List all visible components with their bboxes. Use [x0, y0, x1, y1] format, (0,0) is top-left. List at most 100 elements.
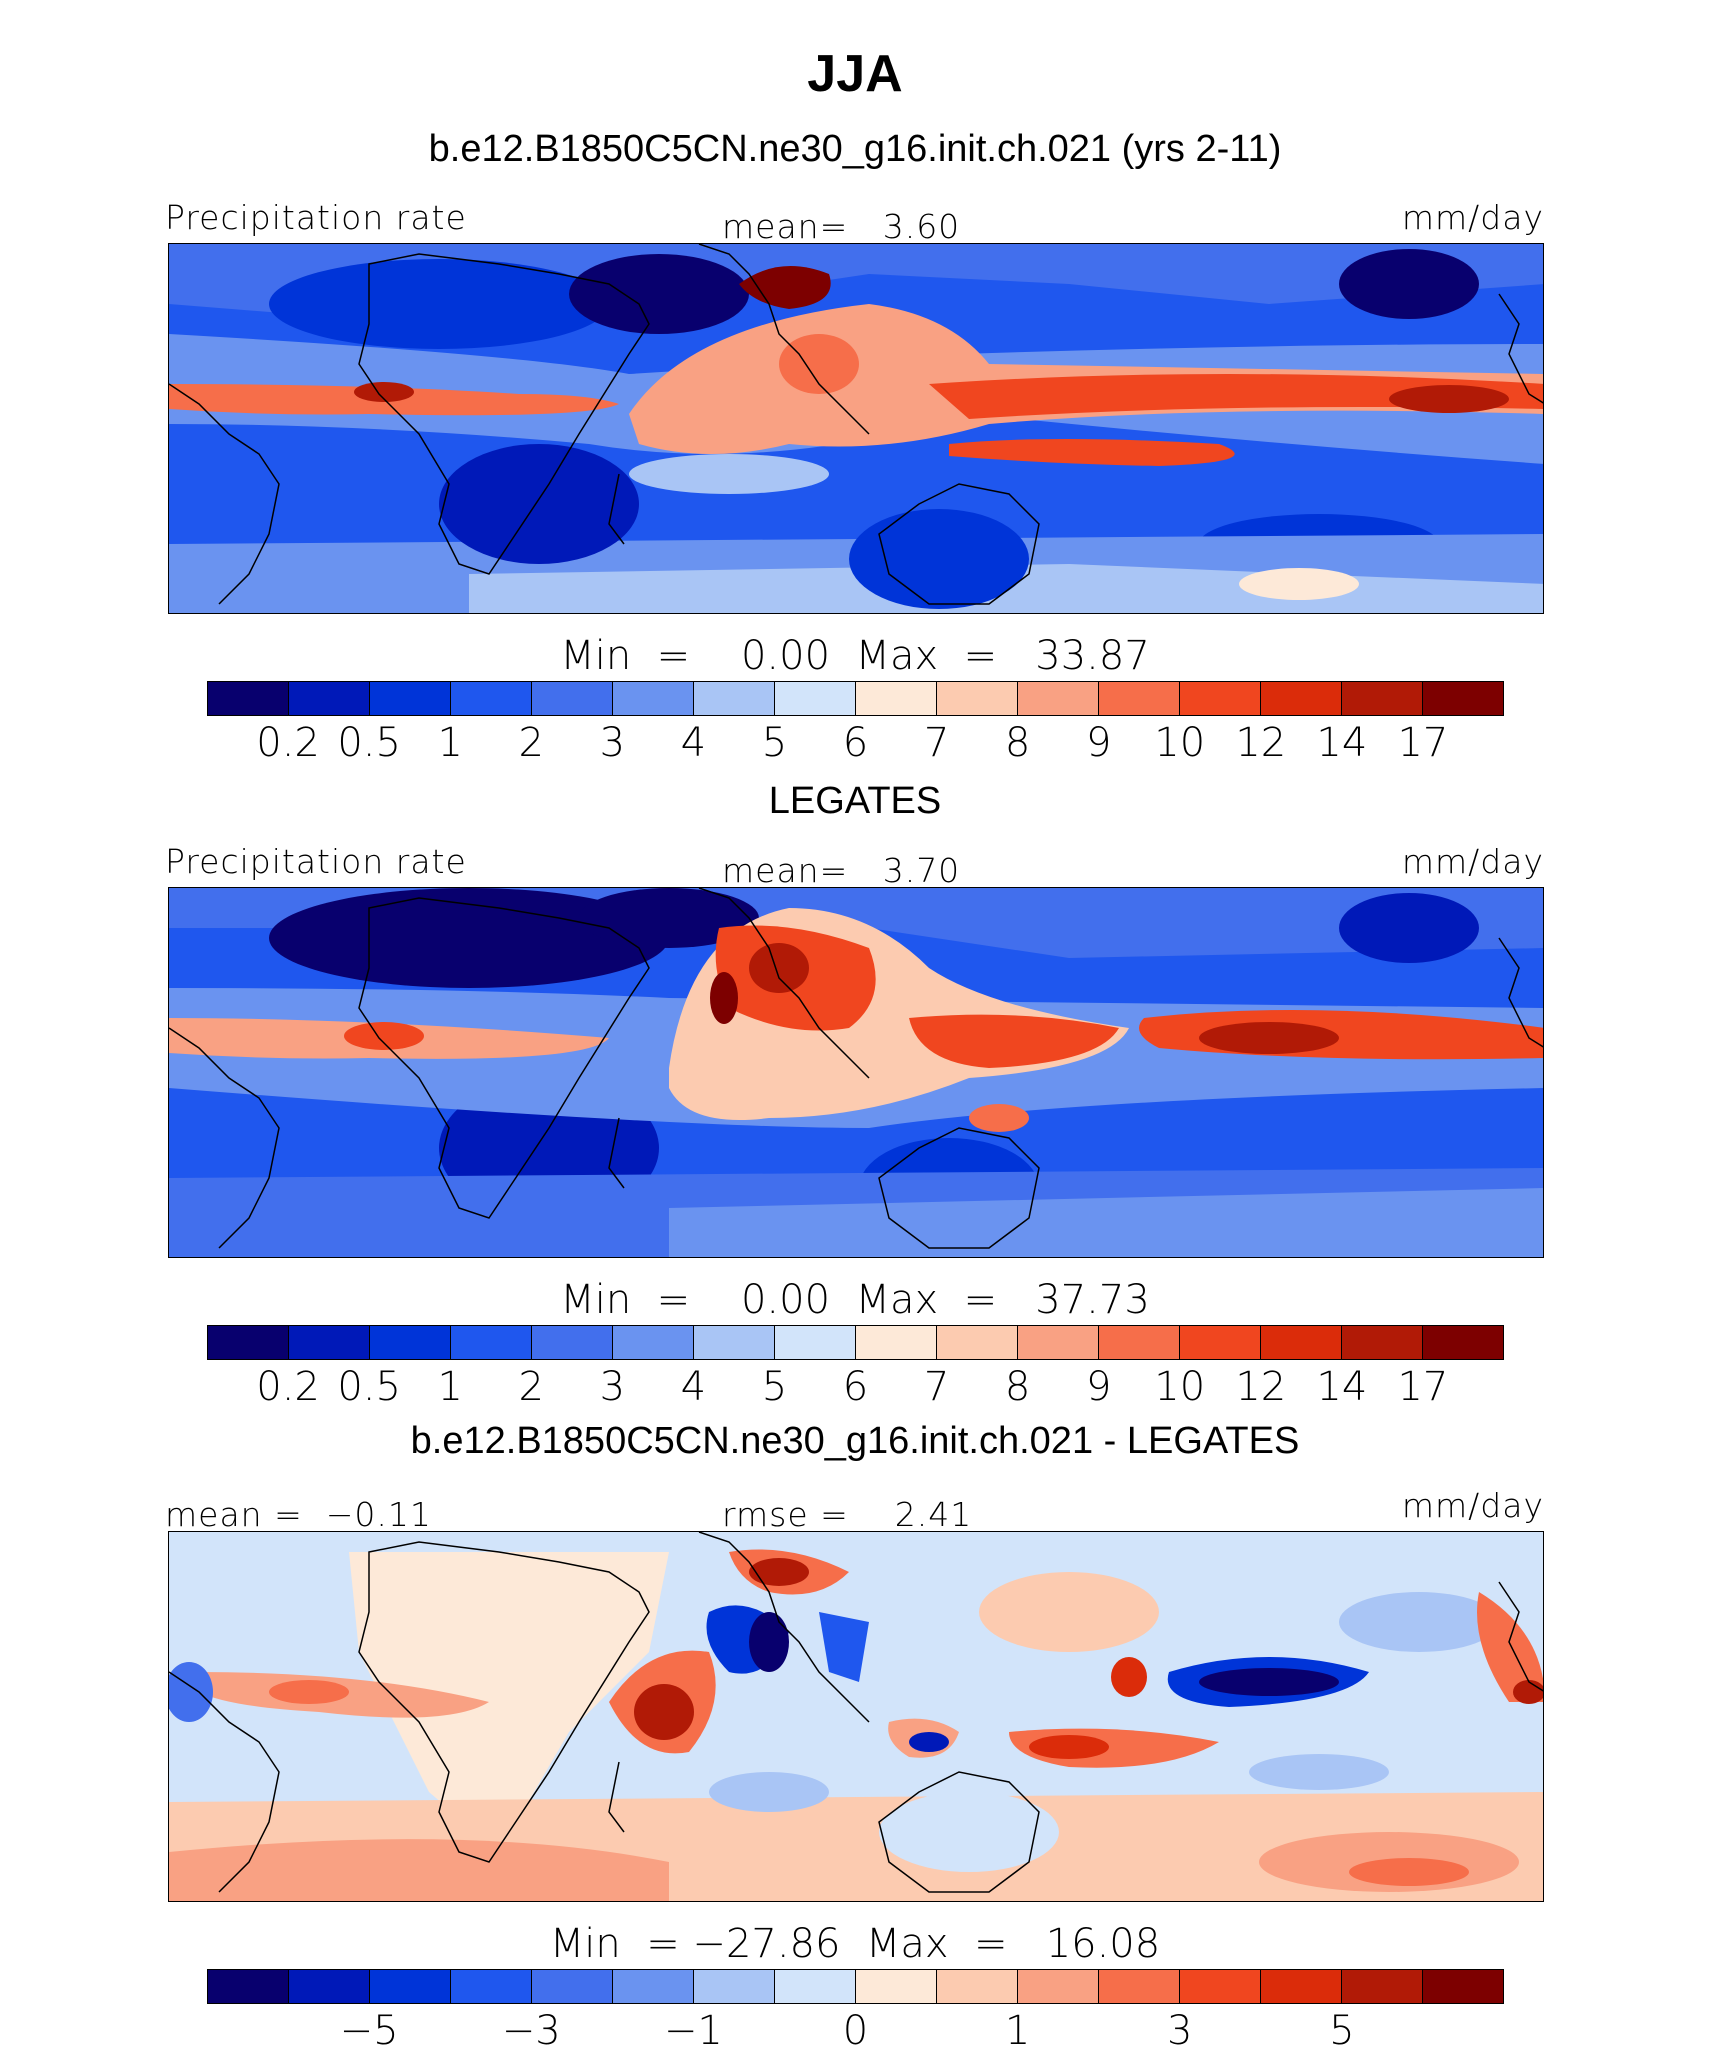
panel-2-max-value: 37.73 [1035, 1277, 1150, 1323]
panel-3-units-label: mm/day [1401, 1486, 1544, 1525]
colorbar-box [613, 1326, 694, 1359]
colorbar-box [1099, 682, 1180, 715]
colorbar-box [775, 682, 856, 715]
colorbar-box [775, 1970, 856, 2003]
colorbar-tick-label: 0.2 [256, 720, 320, 766]
colorbar-box [532, 1326, 613, 1359]
panel-3-mean-label: mean = −0.11 [165, 1495, 432, 1534]
colorbar-box [451, 1970, 532, 2003]
colorbar-box [1342, 1970, 1423, 2003]
colorbar-tick-label: 2 [518, 1364, 544, 1410]
colorbar-box [1099, 1970, 1180, 2003]
colorbar-tick-label: 9 [1085, 1364, 1112, 1410]
panel-2-minmax: Min = 0.00 Max = 37.73 [0, 1277, 1710, 1323]
colorbar-tick-label: 10 [1154, 1364, 1206, 1410]
colorbar-box [1423, 1326, 1503, 1359]
colorbar-box [1342, 682, 1423, 715]
panel-3-max-label: Max = [865, 1921, 1008, 1967]
panel-1-max-value: 33.87 [1035, 633, 1150, 679]
colorbar-box [937, 1326, 1018, 1359]
colorbar-tick-label: 5 [761, 1364, 788, 1410]
colorbar-box [1261, 1970, 1342, 2003]
colorbar-tick-label: 0 [842, 2008, 869, 2054]
colorbar-tick-label: 3 [599, 1364, 626, 1410]
colorbar-box [370, 1970, 451, 2003]
colorbar-tick-label: 10 [1154, 720, 1206, 766]
panel-1-units-label: mm/day [1401, 198, 1544, 237]
colorbar-tick-label: 12 [1235, 720, 1287, 766]
panel-2-mean-label: mean= 3.70 [722, 851, 961, 890]
colorbar-tick-label: −5 [339, 2008, 399, 2054]
colorbar-box [1018, 682, 1099, 715]
colorbar-box [856, 1970, 937, 2003]
colorbar-tick-label: 3 [599, 720, 626, 766]
colorbar-tick-label: 4 [680, 1364, 707, 1410]
colorbar-tick-label: 6 [842, 720, 869, 766]
panel-3-min-value: −27.86 [692, 1921, 841, 1967]
colorbar-box [1423, 1970, 1503, 2003]
colorbar-tick-label: 4 [680, 720, 707, 766]
colorbar-tick-label: 17 [1397, 1364, 1449, 1410]
colorbar-box [289, 1326, 370, 1359]
colorbar-box [1423, 682, 1503, 715]
colorbar-tick-label: 17 [1397, 720, 1449, 766]
panel-2-units-label: mm/day [1401, 842, 1544, 881]
colorbar-box [694, 1326, 775, 1359]
panel-3-min-label: Min = [549, 1921, 680, 1967]
colorbar-tick-label: 7 [923, 720, 950, 766]
colorbar-box [1261, 1326, 1342, 1359]
colorbar-tick-label: −1 [663, 2008, 723, 2054]
panel-1-min-value: 0.00 [740, 633, 831, 679]
colorbar-tick-label: 9 [1085, 720, 1112, 766]
panel-2-colorbar [207, 1325, 1504, 1360]
colorbar-box [694, 682, 775, 715]
colorbar-tick-label: 7 [923, 1364, 950, 1410]
panel-3-subtitle: b.e12.B1850C5CN.ne30_g16.init.ch.021 - L… [410, 1420, 1300, 1462]
colorbar-box [208, 682, 289, 715]
figure-title: JJA [807, 45, 903, 103]
colorbar-box [1099, 1326, 1180, 1359]
colorbar-tick-label: 0.5 [337, 1364, 401, 1410]
colorbar-tick-label: 0.2 [256, 1364, 320, 1410]
colorbar-box [370, 1326, 451, 1359]
colorbar-box [613, 1970, 694, 2003]
panel-2-map [168, 887, 1544, 1258]
colorbar-tick-label: 1 [437, 720, 463, 766]
panel-1-variable-label: Precipitation rate [165, 198, 467, 237]
colorbar-tick-label: −3 [501, 2008, 561, 2054]
colorbar-box [1261, 682, 1342, 715]
colorbar-tick-label: 8 [1004, 720, 1031, 766]
panel-2-min-value: 0.00 [740, 1277, 831, 1323]
colorbar-tick-label: 3 [1167, 2008, 1193, 2054]
colorbar-box [451, 682, 532, 715]
colorbar-box [1180, 1326, 1261, 1359]
panel-1-minmax: Min = 0.00 Max = 33.87 [0, 633, 1710, 679]
panel-3-map [168, 1531, 1544, 1902]
colorbar-tick-label: 1 [1004, 2008, 1031, 2054]
panel-2-min-label: Min = [560, 1277, 691, 1323]
colorbar-box [370, 682, 451, 715]
panel-3-colorbar [207, 1969, 1504, 2004]
panel-2-colorbar-ticks: 0.2 0.5 1 2 3 4 5 6 7 8 9 10 12 14 17 [0, 1364, 1710, 1410]
colorbar-box [937, 682, 1018, 715]
panel-1-max-label: Max = [855, 633, 998, 679]
colorbar-box [289, 1970, 370, 2003]
colorbar-box [1180, 682, 1261, 715]
colorbar-box [532, 682, 613, 715]
colorbar-tick-label: 5 [1329, 2008, 1355, 2054]
colorbar-box [1180, 1970, 1261, 2003]
colorbar-box [775, 1326, 856, 1359]
panel-1-colorbar [207, 681, 1504, 716]
panel-3-max-value: 16.08 [1045, 1921, 1161, 1967]
colorbar-box [208, 1326, 289, 1359]
panel-2-max-label: Max = [855, 1277, 998, 1323]
panel-3-colorbar-ticks: −5 −3 −1 0 1 3 5 [0, 2008, 1710, 2054]
colorbar-box [937, 1970, 1018, 2003]
panel-3-rmse-label: rmse = 2.41 [722, 1495, 973, 1534]
colorbar-box [613, 682, 694, 715]
colorbar-box [1342, 1326, 1423, 1359]
colorbar-tick-label: 14 [1316, 1364, 1368, 1410]
colorbar-box [694, 1970, 775, 2003]
panel-2-variable-label: Precipitation rate [165, 842, 467, 881]
colorbar-box [856, 682, 937, 715]
